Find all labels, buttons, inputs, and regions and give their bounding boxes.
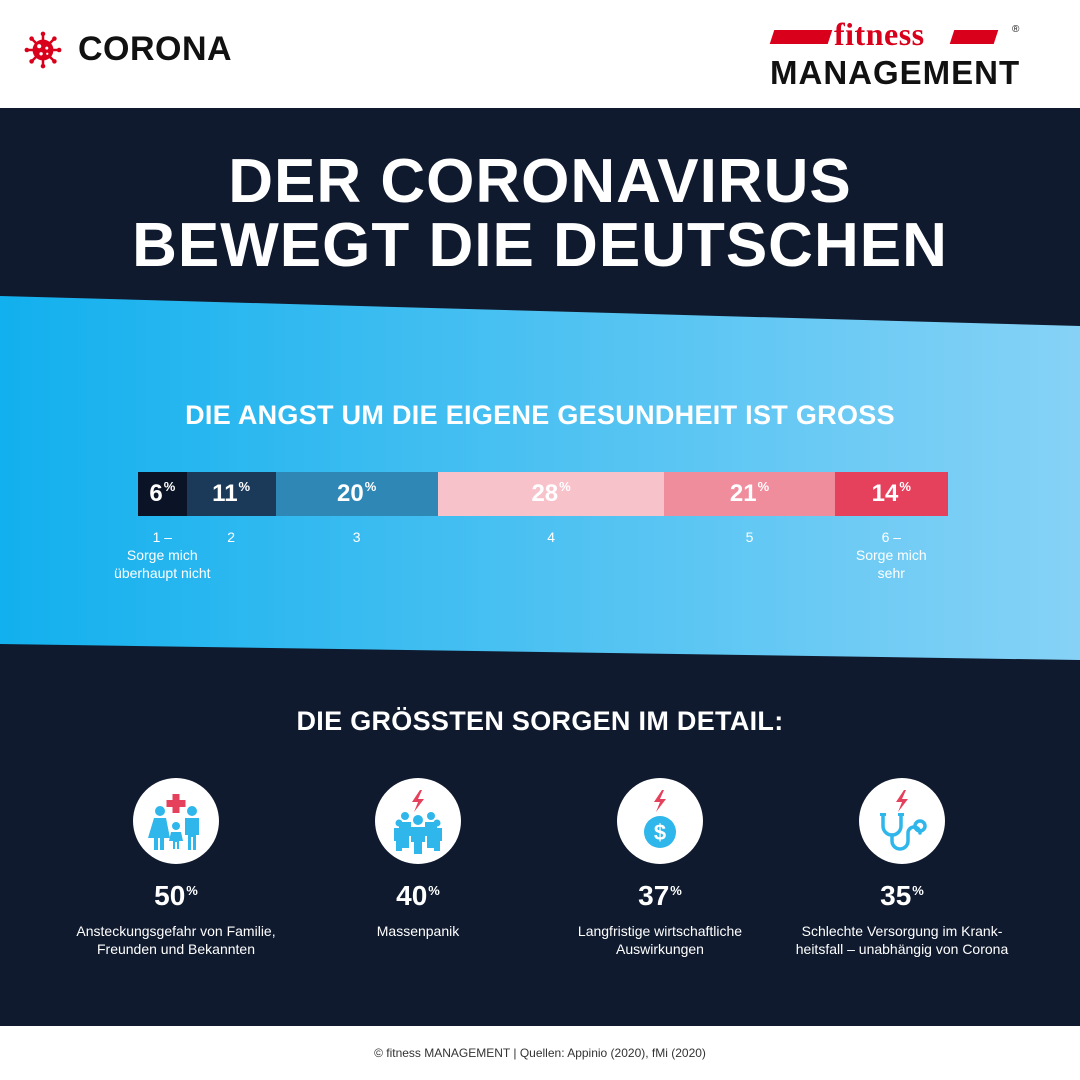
percent-sign: %: [670, 883, 682, 898]
crowd-icon: [394, 790, 442, 854]
icon-circle: $: [617, 778, 703, 864]
stethoscope-icon: [880, 790, 927, 851]
percent-sign: %: [186, 883, 198, 898]
percent-sign: %: [238, 478, 251, 494]
percent-sign: %: [163, 478, 176, 494]
item-value: 35: [880, 880, 912, 911]
bar-segment: 14%: [834, 472, 948, 516]
bar-segment: 20%: [275, 472, 438, 516]
svg-text:$: $: [654, 820, 666, 845]
item-label-line: Auswirkungen: [616, 941, 704, 957]
tick-label-line: 4: [547, 529, 555, 545]
worry-item: 40% Massenpanik: [298, 778, 538, 940]
page-title: DER CORONAVIRUS BEWEGT DIE DEUTSCHEN: [0, 150, 1080, 278]
dollar-icon: $: [644, 790, 676, 848]
tick-label-line: Sorge mich: [126, 547, 198, 563]
item-label-line: Langfristige wirtschaftliche: [577, 923, 743, 939]
item-value: 37: [638, 880, 670, 911]
brand-logo: fitness ® MANAGEMENT: [769, 16, 1022, 91]
virus-icon: [24, 31, 62, 68]
stacked-bar: 6% 11% 20% 28% 21% 14%: [138, 472, 948, 516]
tick-label-line: 1 –: [152, 529, 173, 545]
title-line-1: DER CORONAVIRUS: [228, 147, 852, 216]
worry-item: 50% Ansteckungsgefahr von Familie, Freun…: [56, 778, 296, 958]
data-label: 14: [871, 480, 899, 507]
worry-item: 35% Schlechte Versorgung im Krank- heits…: [782, 778, 1022, 958]
percent-sign: %: [559, 478, 571, 494]
scale-tick-label: 2: [161, 528, 301, 546]
tick-label-line: sehr: [877, 565, 905, 581]
item-label-line: Massenpanik: [376, 923, 460, 939]
data-label: 11: [212, 480, 238, 507]
item-value: 40: [396, 880, 428, 911]
brand-registered: ®: [1012, 24, 1020, 35]
corona-label: CORONA: [78, 30, 233, 68]
percent-sign: %: [364, 478, 377, 494]
family-icon: [148, 794, 199, 850]
item-label-line: Ansteckungsgefahr von Familie,: [76, 923, 276, 939]
chart-title: DIE ANGST UM DIE EIGENE GESUNDHEIT IST G…: [185, 400, 895, 430]
brand-bar-left: [769, 30, 833, 44]
bar-segment: 6%: [138, 472, 187, 516]
scale-tick-label: 4: [481, 528, 621, 546]
brand-word: fitness: [834, 16, 925, 52]
percent-sign: %: [899, 478, 911, 494]
icon-circle: [375, 778, 461, 864]
title-line-2: BEWEGT DIE DEUTSCHEN: [132, 211, 948, 280]
percent-sign: %: [428, 883, 440, 898]
worry-item: $ 37% Langfristige wirtschaftliche Auswi…: [540, 778, 780, 958]
bar-segment: 21%: [664, 472, 835, 516]
brand-bar-right: [949, 30, 999, 44]
corona-badge: CORONA: [24, 30, 232, 69]
icon-circle: [859, 778, 945, 864]
brand-subtitle: MANAGEMENT: [770, 54, 1021, 91]
item-value: 50: [154, 880, 186, 911]
tick-label-line: 5: [745, 529, 754, 545]
data-label: 6: [149, 480, 163, 507]
data-label: 21: [729, 480, 757, 507]
scale-tick-label: 6 – Sorge mich sehr: [821, 528, 961, 582]
tick-label-line: überhaupt nicht: [114, 565, 211, 581]
item-label-line: heitsfall – unabhängig von Corona: [795, 941, 1009, 957]
tick-label-line: Sorge mich: [855, 547, 927, 563]
bar-segment: 28%: [437, 472, 665, 516]
scale-tick-label: 3: [287, 528, 427, 546]
page-header: CORONA fitness ® MANAGEMENT: [0, 0, 1080, 108]
tick-label-line: 6 –: [881, 529, 902, 545]
scale-tick-label: 1 – Sorge mich überhaupt nicht: [92, 528, 232, 582]
item-label-line: Freunden und Bekannten: [96, 941, 255, 957]
bar-segment: 11%: [186, 472, 276, 516]
scale-tick-label: 5: [680, 528, 820, 546]
item-label-line: Schlechte Versorgung im Krank-: [801, 923, 1003, 939]
data-label: 20: [337, 480, 364, 507]
section-title: DIE GRÖSSTEN SORGEN IM DETAIL:: [296, 706, 784, 736]
tick-label-line: 3: [352, 529, 361, 545]
percent-sign: %: [757, 478, 770, 494]
data-label: 28: [531, 480, 559, 507]
footer-source: © fitness MANAGEMENT | Quellen: Appinio …: [0, 1026, 1080, 1080]
percent-sign: %: [912, 883, 924, 898]
tick-label-line: 2: [227, 529, 236, 545]
icon-circle: [133, 778, 219, 864]
